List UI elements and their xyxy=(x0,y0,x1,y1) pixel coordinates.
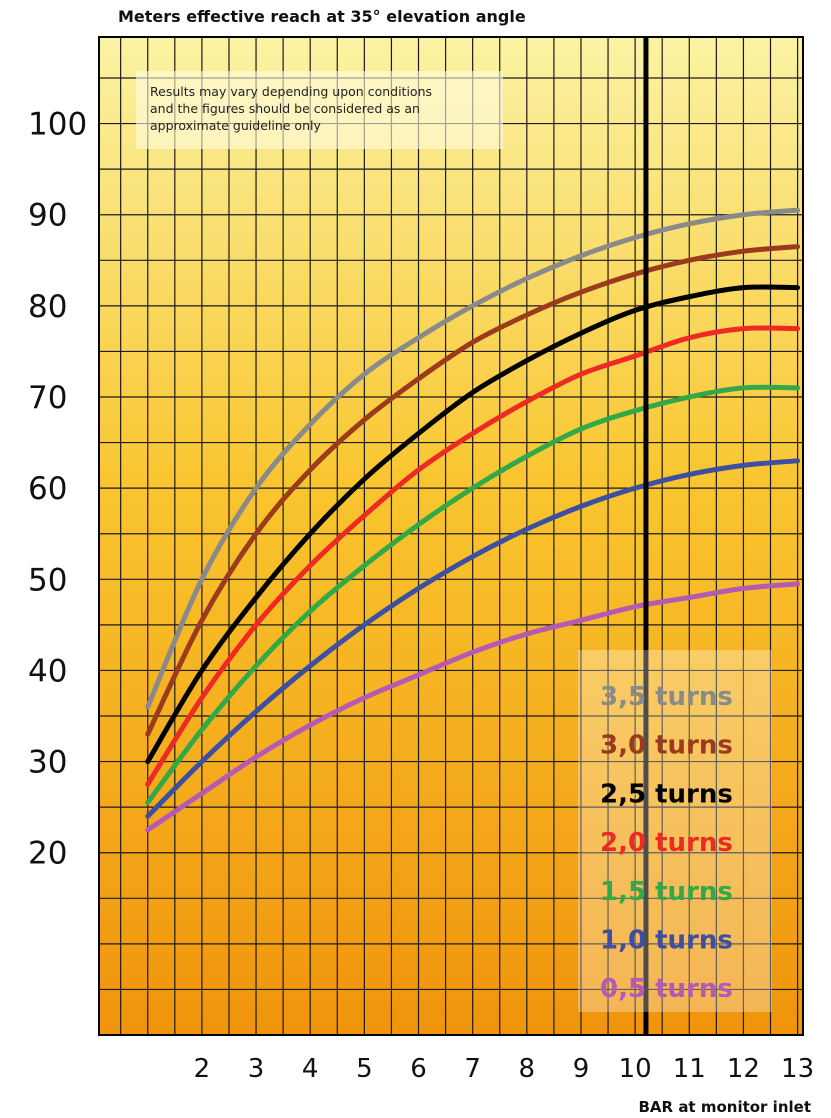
annotation-box: Results may vary depending upon conditio… xyxy=(136,71,503,149)
legend-item-2-5-turns: 2,5 turns xyxy=(600,779,733,809)
legend-item-1-5-turns: 1,5 turns xyxy=(600,877,733,907)
y-tick-label: 50 xyxy=(28,562,67,598)
x-tick-label: 8 xyxy=(519,1054,536,1084)
x-tick-label: 11 xyxy=(673,1054,706,1084)
x-tick-label: 5 xyxy=(356,1054,373,1084)
plot-area xyxy=(99,37,803,1035)
legend-item-3-5-turns: 3,5 turns xyxy=(600,682,733,712)
x-tick-label: 9 xyxy=(573,1054,590,1084)
series-line-0-5-turns xyxy=(145,581,801,833)
series-lines xyxy=(145,207,801,833)
plot-frame xyxy=(98,36,804,1036)
y-tick-label: 80 xyxy=(28,289,67,325)
y-tick-label: 70 xyxy=(28,380,67,416)
x-tick-label: 12 xyxy=(727,1054,760,1084)
grid-lines xyxy=(99,37,803,1035)
y-tick-label: 90 xyxy=(28,198,67,234)
y-tick-label: 20 xyxy=(28,836,67,872)
series-line-1-5-turns xyxy=(145,384,801,806)
x-axis-ticks: 2 3 4 5 6 7 8 9 10 11 12 13 xyxy=(194,1054,815,1084)
series-line-2-0-turns xyxy=(145,325,801,787)
x-tick-label: 10 xyxy=(619,1054,652,1084)
annotation-line-2: and the figures should be considered as … xyxy=(150,101,420,116)
series-line-2-5-turns xyxy=(145,284,801,765)
annotation-line-1: Results may vary depending upon conditio… xyxy=(150,84,432,99)
legend-background xyxy=(578,650,772,1012)
series-line-3-5-turns xyxy=(145,207,801,710)
x-tick-label: 4 xyxy=(302,1054,319,1084)
series-line-3-0-turns xyxy=(145,244,801,737)
x-tick-label: 7 xyxy=(464,1054,481,1084)
legend-item-3-0-turns: 3,0 turns xyxy=(600,731,733,761)
y-tick-label: 30 xyxy=(28,745,67,781)
legend-item-0-5-turns: 0,5 turns xyxy=(600,974,733,1004)
chart-title: Meters effective reach at 35° elevation … xyxy=(118,7,526,26)
y-tick-label: 40 xyxy=(28,653,67,689)
annotation-background xyxy=(136,71,503,149)
x-tick-label: 3 xyxy=(248,1054,265,1084)
legend-item-1-0-turns: 1,0 turns xyxy=(600,926,733,956)
legend: 3,5 turns 3,0 turns 2,5 turns 2,0 turns 1,5 … xyxy=(578,650,772,1012)
series-line-1-0-turns xyxy=(145,458,801,819)
x-tick-label: 13 xyxy=(781,1054,814,1084)
x-tick-label: 2 xyxy=(194,1054,211,1084)
x-axis-label: BAR at monitor inlet xyxy=(639,1098,812,1116)
y-axis-ticks: 100 90 80 70 60 50 40 30 20 xyxy=(28,107,87,872)
y-tick-label: 60 xyxy=(28,471,67,507)
annotation-line-3: approximate guideline only xyxy=(150,118,321,133)
y-tick-label: 100 xyxy=(28,107,87,143)
x-tick-label: 6 xyxy=(410,1054,427,1084)
legend-item-2-0-turns: 2,0 turns xyxy=(600,828,733,858)
